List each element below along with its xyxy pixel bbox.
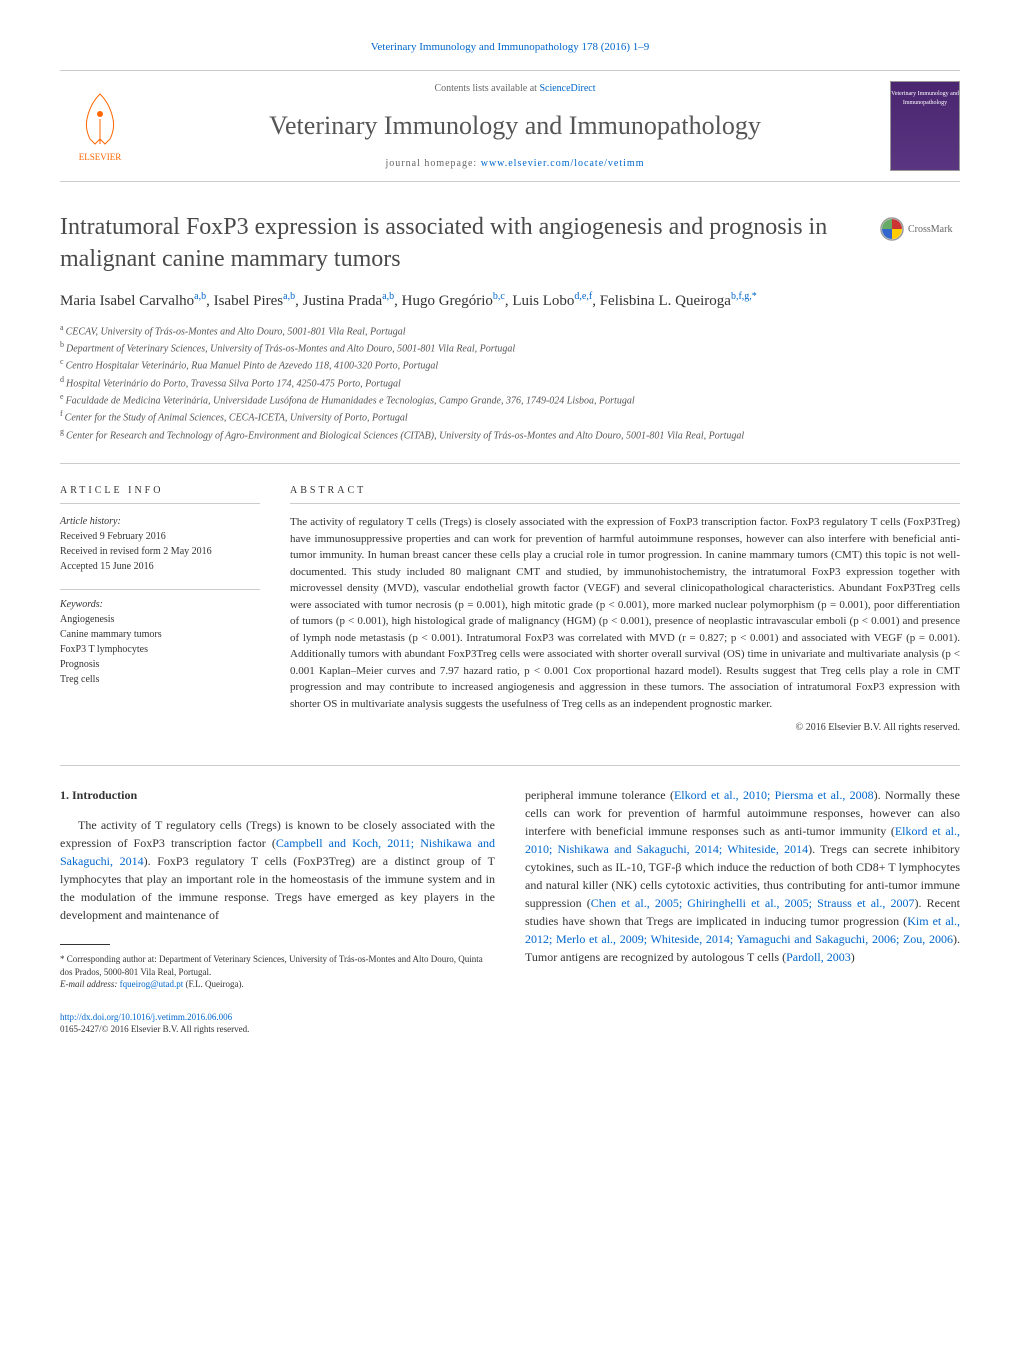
crossmark-badge[interactable]: CrossMark [880,217,960,241]
homepage-line: journal homepage: www.elsevier.com/locat… [140,157,890,171]
author-affil-sup: a,b [283,291,295,302]
author-affil-sup: a,b [382,291,394,302]
author-affil-sup: b,f,g,* [731,291,757,302]
email-label: E-mail address: [60,979,120,989]
author-affil-sup: a,b [194,291,206,302]
affiliation-line: c Centro Hospitalar Veterinário, Rua Man… [60,356,960,373]
introduction-heading: 1. Introduction [60,786,495,804]
affiliation-line: b Department of Veterinary Sciences, Uni… [60,339,960,356]
crossmark-icon [880,217,904,241]
crossmark-label: CrossMark [908,223,952,236]
journal-title: Veterinary Immunology and Immunopatholog… [140,108,890,144]
citation-link[interactable]: Elkord et al., 2010; Piersma et al., 200… [674,788,874,802]
affiliation-line: e Faculdade de Medicina Veterinária, Uni… [60,391,960,408]
affiliation-line: a CECAV, University of Trás-os-Montes an… [60,322,960,339]
intro-para-1: The activity of T regulatory cells (Treg… [60,816,495,924]
elsevier-logo[interactable]: ELSEVIER [60,81,140,171]
author: Luis Lobod,e,f [512,293,592,309]
affiliation-line: f Center for the Study of Animal Science… [60,408,960,425]
elsevier-tree-icon [75,89,125,149]
keywords-list: AngiogenesisCanine mammary tumorsFoxP3 T… [60,612,260,687]
authors-list: Maria Isabel Carvalhoa,b, Isabel Piresa,… [60,290,960,312]
contents-line: Contents lists available at ScienceDirec… [140,82,890,96]
footnote-divider [60,944,110,945]
elsevier-logo-text: ELSEVIER [79,151,122,164]
cover-thumb-text: Veterinary Immunology and Immunopatholog… [891,90,959,107]
email-suffix: (F.L. Queiroga). [183,979,244,989]
keyword: Angiogenesis [60,612,260,627]
history-line: Received in revised form 2 May 2016 [60,544,260,559]
right-column: peripheral immune tolerance (Elkord et a… [525,786,960,991]
abstract-copyright: © 2016 Elsevier B.V. All rights reserved… [290,720,960,735]
article-history: Article history: Received 9 February 201… [60,514,260,574]
corresponding-text: * Corresponding author at: Department of… [60,953,495,978]
section-divider [60,765,960,766]
homepage-link[interactable]: www.elsevier.com/locate/vetimm [481,158,645,169]
homepage-prefix: journal homepage: [386,158,481,169]
header-center: Contents lists available at ScienceDirec… [140,82,890,170]
abstract-text: The activity of regulatory T cells (Treg… [290,514,960,712]
citation-link[interactable]: Chen et al., 2005; Ghiringhelli et al., … [591,896,915,910]
journal-header-bar: ELSEVIER Contents lists available at Sci… [60,70,960,182]
article-info-panel: ARTICLE INFO Article history: Received 9… [60,484,260,735]
journal-cover-thumbnail[interactable]: Veterinary Immunology and Immunopatholog… [890,81,960,171]
bottom-citation-info: http://dx.doi.org/10.1016/j.vetimm.2016.… [60,1011,960,1036]
affiliation-line: g Center for Research and Technology of … [60,426,960,443]
history-line: Accepted 15 June 2016 [60,559,260,574]
left-column: 1. Introduction The activity of T regula… [60,786,495,991]
author: Maria Isabel Carvalhoa,b [60,293,206,309]
info-abstract-row: ARTICLE INFO Article history: Received 9… [60,463,960,735]
author: Isabel Piresa,b [214,293,296,309]
main-two-column: 1. Introduction The activity of T regula… [60,786,960,991]
keywords-label: Keywords: [60,589,260,612]
author: Justina Pradaa,b [303,293,395,309]
abstract-heading: ABSTRACT [290,484,960,504]
history-line: Received 9 February 2016 [60,529,260,544]
history-label: Article history: [60,514,260,529]
affiliation-line: d Hospital Veterinário do Porto, Travess… [60,374,960,391]
keyword: FoxP3 T lymphocytes [60,642,260,657]
col2-f: ) [851,950,855,964]
keyword: Prognosis [60,657,260,672]
keyword: Canine mammary tumors [60,627,260,642]
col2-a: peripheral immune tolerance ( [525,788,674,802]
keyword: Treg cells [60,672,260,687]
citation-link[interactable]: Pardoll, 2003 [786,950,851,964]
article-title-text: Intratumoral FoxP3 expression is associa… [60,214,827,271]
affiliations-list: a CECAV, University of Trás-os-Montes an… [60,322,960,443]
author-affil-sup: b,c [493,291,505,302]
doi-link[interactable]: http://dx.doi.org/10.1016/j.vetimm.2016.… [60,1012,232,1022]
contents-prefix: Contents lists available at [434,83,539,94]
author: Hugo Gregóriob,c [402,293,505,309]
article-info-heading: ARTICLE INFO [60,484,260,504]
email-link[interactable]: fqueirog@utad.pt [120,979,184,989]
corresponding-author-footnote: * Corresponding author at: Department of… [60,953,495,991]
author-affil-sup: d,e,f [574,291,592,302]
intro-para-2: peripheral immune tolerance (Elkord et a… [525,786,960,966]
author: Felisbina L. Queirogab,f,g,* [600,293,757,309]
issn-copyright: 0165-2427/© 2016 Elsevier B.V. All right… [60,1024,249,1034]
sciencedirect-link[interactable]: ScienceDirect [539,83,595,94]
journal-reference: Veterinary Immunology and Immunopatholog… [60,40,960,55]
abstract-panel: ABSTRACT The activity of regulatory T ce… [290,484,960,735]
article-title: Intratumoral FoxP3 expression is associa… [60,212,960,274]
